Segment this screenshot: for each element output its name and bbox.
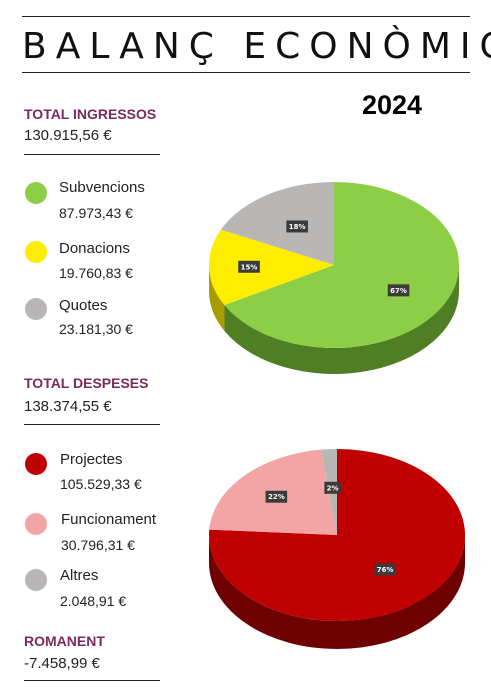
legend-dot-funcionament (25, 513, 47, 535)
legend-value-subvencions: 87.973,43 € (59, 205, 133, 221)
top-rule (22, 16, 470, 17)
svg-text:22%: 22% (268, 493, 285, 501)
svg-text:15%: 15% (241, 263, 258, 271)
legend-dot-subvencions (25, 182, 47, 204)
title-underline (22, 72, 470, 73)
legend-value-projectes: 105.529,33 € (60, 476, 142, 492)
legend-dot-quotes (25, 298, 47, 320)
remainder-value: -7.458,99 € (24, 655, 100, 672)
legend-name-donacions: Donacions (59, 240, 130, 257)
income-data-label-1: 15% (238, 260, 260, 273)
year-label: 2024 (362, 90, 423, 120)
income-slice-side-1 (209, 265, 225, 331)
legend-value-quotes: 23.181,30 € (59, 321, 133, 337)
expenses-slice-side-0 (209, 535, 465, 649)
legend-dot-altres (25, 569, 47, 591)
income-total-value: 130.915,56 € (24, 127, 112, 144)
svg-text:18%: 18% (289, 223, 306, 231)
remainder-label: ROMANENT (24, 633, 105, 649)
expenses-data-label-1: 22% (265, 490, 288, 503)
income-slice-side-0 (224, 265, 459, 374)
expenses-data-label-0: 76% (374, 563, 396, 576)
legend-name-funcionament: Funcionament (61, 511, 157, 528)
legend-name-subvencions: Subvencions (59, 179, 145, 196)
income-divider (24, 154, 160, 155)
income-data-label-2: 18% (286, 220, 308, 233)
expenses-pie-chart: 76% 22% 2% (209, 449, 465, 649)
income-slice-subvencions (224, 182, 460, 348)
income-data-label-0: 67% (387, 284, 410, 297)
expenses-total-label: TOTAL DESPESES (24, 375, 149, 391)
expenses-divider (24, 424, 160, 425)
legend-dot-donacions (25, 241, 47, 263)
remainder-divider (24, 680, 160, 681)
income-pie-chart: 67% 15% 18% (209, 182, 460, 374)
legend-name-quotes: Quotes (59, 297, 108, 314)
legend-value-funcionament: 30.796,31 € (61, 537, 135, 553)
legend-value-altres: 2.048,91 € (60, 593, 127, 609)
expenses-data-label-2: 2% (324, 481, 341, 494)
legend-value-donacions: 19.760,83 € (59, 265, 133, 281)
svg-text:76%: 76% (377, 566, 394, 574)
expenses-total-value: 138.374,55 € (24, 398, 112, 415)
income-total-label: TOTAL INGRESSOS (24, 106, 157, 122)
legend-name-projectes: Projectes (60, 451, 123, 468)
page-title: BALANÇ ECONÒMIC (22, 26, 491, 67)
svg-text:67%: 67% (390, 287, 407, 295)
legend-dot-projectes (25, 453, 47, 475)
legend-name-altres: Altres (60, 567, 99, 584)
income-slice-quotes (220, 182, 334, 265)
svg-text:2%: 2% (327, 484, 339, 492)
income-slice-donacions (209, 229, 334, 305)
